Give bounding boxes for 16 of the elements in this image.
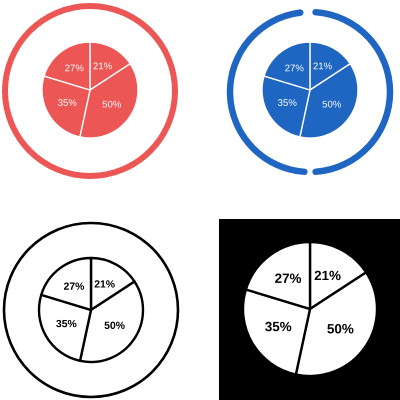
data-label: 27%	[285, 64, 304, 72]
data-label: 27%	[275, 274, 302, 283]
data-label: 27%	[64, 282, 84, 290]
data-label: 50%	[327, 324, 354, 334]
data-label: 35%	[278, 99, 297, 106]
data-label: 50%	[102, 100, 122, 108]
data-label: 21%	[93, 62, 112, 70]
data-label: 21%	[313, 62, 332, 70]
data-label: 21%	[94, 280, 115, 288]
data-label: 35%	[58, 99, 77, 106]
data-label: 35%	[56, 320, 76, 328]
data-label: 27%	[65, 64, 84, 72]
data-label: 50%	[104, 322, 125, 329]
data-label: 35%	[265, 322, 292, 332]
data-label: 21%	[314, 270, 341, 280]
data-label: 50%	[322, 100, 342, 108]
